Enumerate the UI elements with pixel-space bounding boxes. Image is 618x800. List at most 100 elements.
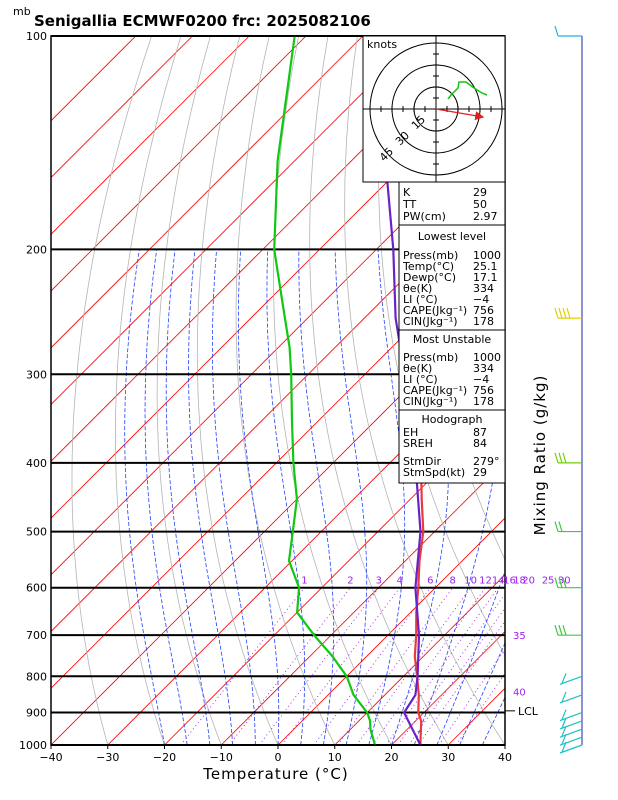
isotherm-line [220,460,505,745]
mixing-ratio-line [417,620,505,745]
dry-adiabat-line [593,36,618,760]
hodograph-ring-30 [391,64,481,154]
mixing-ratio-label: 3 [376,576,382,587]
chart-title: Senigallia ECMWF0200 frc: 2025082106 [34,12,371,30]
pressure-tick-label: 300 [26,368,47,381]
moist-adiabat-line [459,641,505,745]
mixing-ratio-label: 25 [542,576,555,587]
moist-adiabat-line [298,249,335,745]
wind-barb [559,694,583,704]
isotherm-line [51,36,250,235]
moist-adiabat-line [237,249,280,745]
mixing-ratio-label: 18 [513,576,526,587]
lowest-level-title: Lowest level [418,230,486,243]
dry-adiabat-line [563,36,618,760]
ll-cin-value: 178 [473,315,494,328]
mixing-ratio-line [385,587,499,745]
ll-cape-label: CAPE(Jkg⁻¹) [403,304,467,317]
hodograph-ring-15 [413,86,459,132]
moist-adiabat-line [144,249,188,745]
temperature-tick-label: −10 [210,751,233,764]
pressure-tick-label: 800 [26,670,47,683]
pressure-tick-label: 500 [26,526,47,539]
dry-adiabat-line [235,36,336,745]
wind-barb [559,744,583,754]
most-unstable-title: Most Unstable [413,333,492,346]
ll-thetae-label: θe(K) [403,282,432,295]
hodograph-title: Hodograph [422,413,483,426]
lcl-label: LCL [518,705,539,718]
sreh-value: 84 [473,437,487,450]
sreh-label: SREH [403,437,433,450]
isotherm-line [51,36,477,462]
isotherm-line [51,36,137,122]
dry-adiabat-line [71,36,152,745]
pressure-tick-label: 900 [26,707,47,720]
index-k-label: K [403,186,411,199]
mixing-ratio-label: 8 [450,576,456,587]
mixing-ratio-line [397,593,505,745]
dry-adiabat-line [115,36,182,745]
eh-label: EH [403,426,418,439]
temperature-tick-label: 30 [441,751,455,764]
isotherm-line [51,36,420,406]
wind-barb [559,711,583,722]
isotherm-line [51,36,364,349]
pressure-tick-label: 600 [26,582,47,595]
hodograph-ring-45 [369,42,503,176]
x-axis-label: Temperature (°C) [202,765,348,783]
stmspd-label: StmSpd(kt) [403,466,465,479]
pressure-tick-label: 400 [26,457,47,470]
mixing-ratio-label: 10 [464,576,477,587]
isotherm-line [562,36,618,745]
mixing-ratio-label: 14 [492,576,505,587]
mixing-ratio-line [455,672,505,745]
mixing-ratio-axis-label: Mixing Ratio (g/kg) [531,375,549,536]
mixing-ratio-line [281,587,401,745]
temperature-tick-label: −20 [153,751,176,764]
mu-li-value: −4 [473,373,489,386]
storm-motion-arrow [435,108,485,121]
mu-cape-label: CAPE(Jkg⁻¹) [403,384,467,397]
ll-li-label: LI (°C) [403,293,438,306]
dry-adiabat-line [378,36,505,657]
wind-barb [559,720,583,730]
pressure-tick-label: 1000 [19,739,47,752]
mu-li-label: LI (°C) [403,373,438,386]
isotherm-line [334,574,505,745]
temperature-tick-label: 20 [385,751,399,764]
mixing-ratio-label: 1 [301,576,307,587]
lcl-marker: LCL [505,705,539,718]
temperature-tick-label: −30 [96,751,119,764]
mu-cin-label: CIN(Jkg⁻¹) [403,395,458,408]
temperature-tick-label: 40 [498,751,512,764]
temperature-tick-label: 0 [275,751,282,764]
mixing-ratio-label: 4 [397,576,403,587]
index-tt-label: TT [402,198,417,211]
moist-adiabat-line [188,249,233,745]
isotherm-value-label: 40 [513,687,526,698]
moist-adiabat-line [481,696,505,745]
hodograph-trace [447,81,488,100]
mu-thetae-value: 334 [473,362,494,375]
stmdir-label: StmDir [403,455,442,468]
index-pw-value: 2.97 [473,210,498,223]
ll-li-value: −4 [473,293,489,306]
dry-adiabat-line [196,36,279,745]
isotherm-labels: 35 40 [513,631,526,698]
ll-thetae-value: 334 [473,282,494,295]
hodograph-inset: knots 15 30 45 [362,35,506,183]
mu-thetae-label: θe(K) [403,362,432,375]
ll-dewp-label: Dewp(°C) [403,271,456,284]
hodograph-units: knots [367,38,397,51]
mu-press-value: 1000 [473,351,501,364]
stmspd-value: 29 [473,466,487,479]
mixing-ratio-line [408,607,505,745]
dry-adiabat-line [503,36,505,95]
isotherm-line [51,36,307,292]
index-tt-value: 50 [473,198,487,211]
isotherm-line [164,403,505,745]
mixing-ratio-line [180,587,305,745]
dry-adiabat-line [273,36,392,745]
isotherm-line [51,36,193,179]
